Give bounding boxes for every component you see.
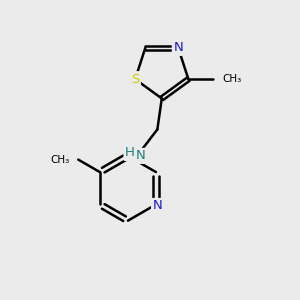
Text: CH₃: CH₃ [50, 154, 69, 165]
Text: N: N [173, 41, 183, 54]
Text: S: S [131, 73, 140, 85]
Text: N: N [136, 149, 146, 162]
Text: N: N [153, 200, 162, 212]
Text: CH₃: CH₃ [222, 74, 242, 84]
Text: H: H [125, 146, 135, 159]
